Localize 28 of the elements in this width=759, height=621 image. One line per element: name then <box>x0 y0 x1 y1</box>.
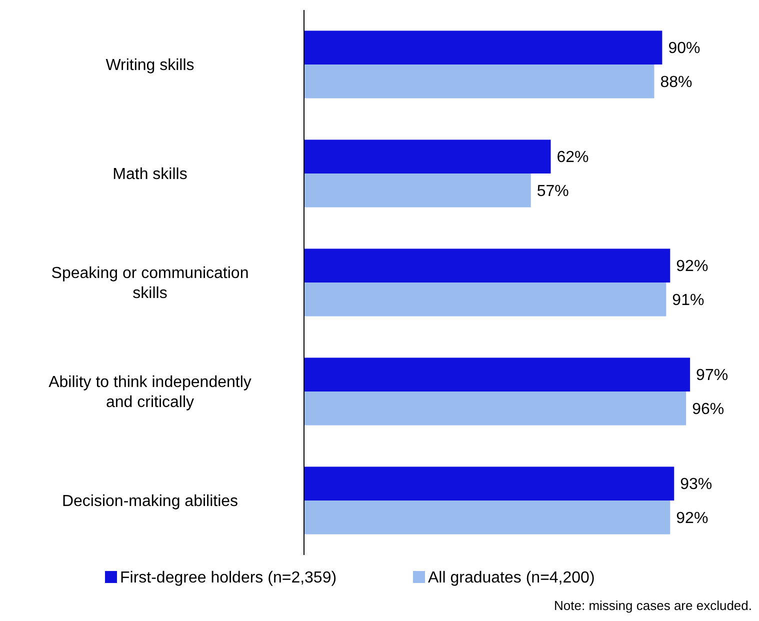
bar <box>304 282 666 316</box>
data-label: 90% <box>668 40 700 58</box>
data-label: 96% <box>692 400 724 418</box>
data-label: 92% <box>676 510 708 527</box>
legend-label: All graduates (n=4,200) <box>428 570 595 587</box>
bar <box>304 392 686 426</box>
y-tick-label: Speaking or communication skills <box>51 265 249 302</box>
data-label: 93% <box>680 476 712 494</box>
bar <box>304 466 674 500</box>
data-label: 92% <box>676 258 708 276</box>
data-label: 62% <box>556 149 589 166</box>
data-label: 91% <box>672 292 704 309</box>
bar <box>304 500 670 534</box>
legend-label: First-degree holders (n=2,359) <box>120 570 337 587</box>
bar <box>304 140 551 174</box>
y-tick-label: Decision-making abilities <box>62 493 238 510</box>
bar <box>304 30 662 64</box>
y-tick-label: Math skills <box>112 166 188 184</box>
bar <box>304 174 531 208</box>
y-tick-label: Writing skills <box>106 57 194 74</box>
data-label: 57% <box>536 182 569 200</box>
data-label: 97% <box>696 367 728 384</box>
text: Note: missing cases are excluded. <box>554 598 752 613</box>
bar <box>304 64 654 98</box>
bar <box>304 358 690 392</box>
bar <box>304 248 670 282</box>
y-tick-label: Ability to think independently and critically <box>48 374 252 412</box>
data-label: 88% <box>660 74 692 91</box>
